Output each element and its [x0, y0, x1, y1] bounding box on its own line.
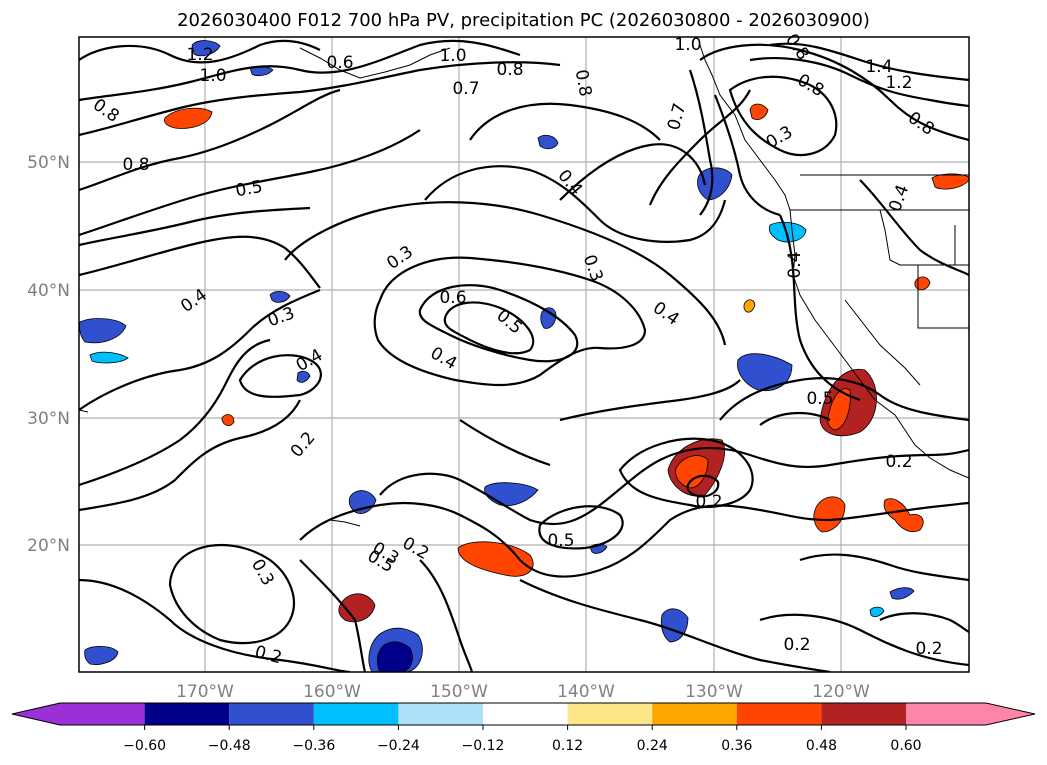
colorbar-segment: [652, 703, 737, 725]
colorbar-tick-label: 0.12: [552, 738, 583, 754]
colorbar-tick-label: 0.60: [890, 738, 921, 754]
lon-label: 130°W: [685, 682, 743, 702]
colorbar-segment: [398, 703, 483, 725]
colorbar-segment: [567, 703, 653, 725]
lon-label: 140°W: [557, 682, 615, 702]
gridlines: [79, 37, 969, 672]
contour-label: 1.4: [865, 57, 892, 77]
contour-label: 1.0: [674, 35, 701, 55]
coastlines: [79, 44, 969, 527]
contour-label: 0.2: [915, 639, 942, 659]
contour-label: 0.2: [885, 452, 912, 472]
lon-label: 170°W: [176, 682, 234, 702]
map-border: [78, 36, 970, 673]
contour-label: 0.4: [785, 251, 805, 278]
contour-label: 1.2: [186, 45, 213, 65]
colorbar-tick-label: 0.48: [806, 738, 837, 754]
colorbar-segment: [60, 703, 145, 725]
colorbar-tick-label: −0.24: [377, 738, 420, 754]
colorbar-tick-label: −0.60: [123, 738, 166, 754]
contour-label: 1.2: [885, 73, 912, 93]
contour-label: 1.0: [199, 66, 226, 86]
colorbar-tick-label: −0.12: [462, 738, 505, 754]
contour-label: 0.5: [806, 389, 833, 409]
colorbar-tick-label: −0.36: [292, 738, 335, 754]
contour-label: 0.6: [326, 53, 353, 73]
colorbar-extend-low: [12, 703, 60, 725]
contour-label: 0.2: [783, 635, 810, 655]
colorbar-segment: [736, 703, 822, 725]
precip-shading: [79, 40, 969, 672]
lat-label: 30°N: [27, 409, 70, 429]
colorbar-tick-label: 0.24: [637, 738, 668, 754]
contour-label: 0.8: [571, 68, 595, 98]
contour-label: 1.0: [439, 46, 466, 66]
colorbar-tick-label: 0.36: [721, 738, 752, 754]
lon-label: 150°W: [430, 682, 488, 702]
contour-label: 0.7: [452, 79, 479, 99]
contour-label: 0.5: [547, 531, 574, 551]
contour-label: 0.5: [234, 177, 264, 201]
lon-label: 160°W: [303, 682, 361, 702]
colorbar-segment: [821, 703, 906, 725]
lat-label: 40°N: [27, 281, 70, 301]
colorbar-segment: [313, 703, 399, 725]
contour-label: 0.8: [496, 60, 523, 80]
colorbar: −0.60 −0.48 −0.36 −0.24 −0.12 0.12 0.24 …: [11, 702, 1036, 754]
colorbar-segment: [144, 703, 230, 725]
colorbar-tick-label: −0.48: [208, 738, 251, 754]
map-content: [79, 37, 969, 672]
colorbar-segment: [483, 703, 568, 725]
longitude-labels: 170°W 160°W 150°W 140°W 130°W 120°W: [176, 682, 870, 702]
pv-contours: [79, 39, 969, 672]
map-title: 2026030400 F012 700 hPa PV, precipitatio…: [177, 10, 870, 31]
colorbar-segment: [906, 703, 986, 725]
lon-label: 120°W: [812, 682, 870, 702]
colorbar-extend-high: [986, 703, 1035, 725]
contour-label: 0.2: [695, 492, 722, 512]
colorbar-segment: [229, 703, 314, 725]
latitude-labels: 50°N 40°N 30°N 20°N: [27, 153, 70, 556]
lat-label: 50°N: [27, 153, 70, 173]
contour-label: 0.8: [122, 155, 149, 175]
contour-label: 0.6: [439, 288, 466, 308]
lat-label: 20°N: [27, 536, 70, 556]
